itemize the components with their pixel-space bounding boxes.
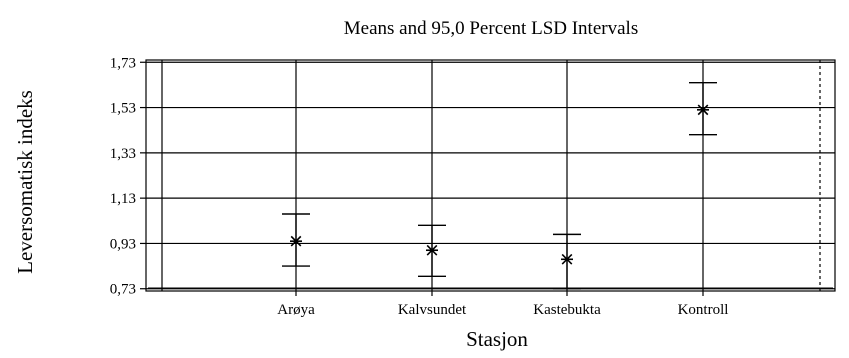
mean-marker-d2 [697,104,709,116]
mean-marker-d2 [426,244,438,256]
x-tick-labels: Arøya Kalvsundet Kastebukta Kontroll [277,302,728,318]
plot-frame [145,59,836,292]
interval-marks [282,81,717,290]
y-tick-label: 0,93 [110,236,136,252]
y-tick-labels: 0,73 0,93 1,13 1,33 1,53 1,73 [110,55,136,297]
y-axis-label: Leversomatisk indeks [13,90,37,274]
x-axis-label: Stasjon [466,327,528,351]
x-tick-label: Kalvsundet [398,302,467,318]
x-tick-label: Arøya [277,302,315,318]
interval-group [689,81,717,136]
y-tick-label: 0,73 [110,282,136,298]
mean-marker-d2 [290,235,302,247]
y-tick-label: 1,33 [110,146,136,162]
mean-marker-d2 [561,253,573,265]
interval-group [282,213,310,267]
x-tick-label: Kontroll [678,302,729,318]
y-tick-label: 1,53 [110,101,136,117]
y-tick-label: 1,73 [110,55,136,71]
x-tick-label: Kastebukta [533,302,601,318]
grid-lines [146,60,835,291]
chart-title: Means and 95,0 Percent LSD Intervals [344,18,638,39]
interval-group [418,224,446,277]
y-tick-label: 1,13 [110,191,136,207]
axes [140,59,836,296]
interval-group [553,233,581,290]
